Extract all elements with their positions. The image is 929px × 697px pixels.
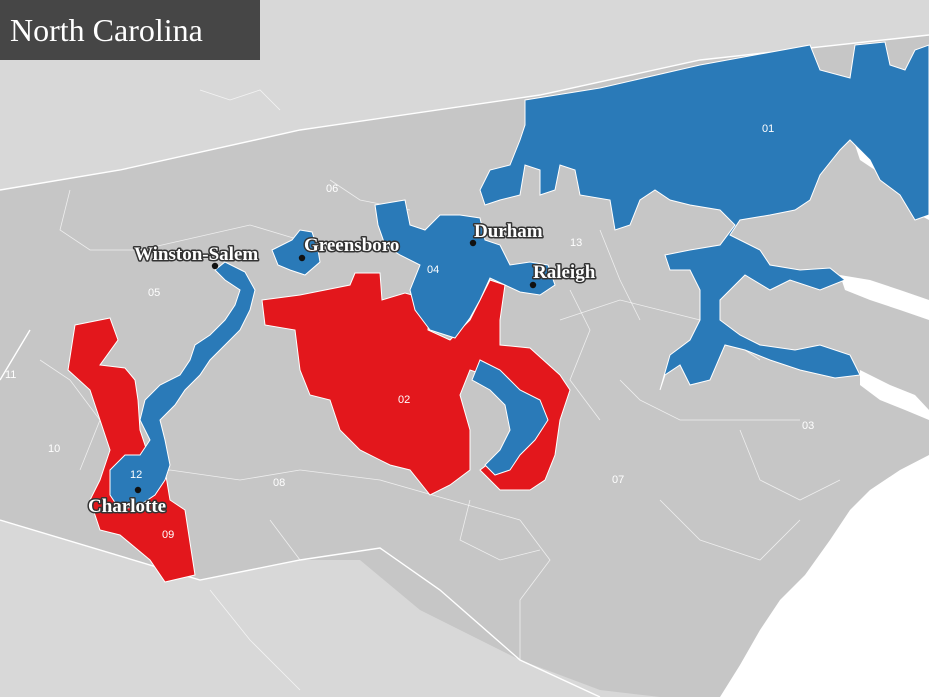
district-13-label: 13 bbox=[570, 237, 582, 249]
river-estuary-south bbox=[860, 370, 929, 420]
map-title: North Carolina bbox=[0, 0, 260, 60]
district-12-label: 12 bbox=[130, 469, 142, 481]
district-10-label: 10 bbox=[48, 443, 60, 455]
state-boundary-west bbox=[0, 329, 31, 381]
district-12-shape bbox=[109, 261, 256, 511]
district-08-label: 08 bbox=[273, 477, 285, 489]
district-03-label: 03 bbox=[802, 420, 814, 432]
district-04-arm-shape bbox=[471, 359, 549, 476]
durham-dot bbox=[469, 239, 477, 247]
district-01-label: 01 bbox=[762, 123, 774, 135]
district-02-label: 02 bbox=[398, 394, 410, 406]
district-12-greensboro-shape bbox=[271, 229, 321, 276]
district-09-shape bbox=[67, 317, 196, 583]
ocean bbox=[720, 455, 929, 697]
city-label-greensboro: Greensboro bbox=[304, 235, 399, 256]
district-07-label: 07 bbox=[612, 474, 624, 486]
district-04-shape bbox=[374, 199, 556, 339]
winston-salem-dot bbox=[211, 262, 219, 270]
district-labels: 01 02 03 04 05 06 07 08 09 10 11 12 13 bbox=[5, 123, 814, 541]
city-label-winston-salem: Winston-Salem bbox=[134, 244, 258, 265]
district-05-label: 05 bbox=[148, 287, 160, 299]
district-09-label: 09 bbox=[162, 529, 174, 541]
city-label-charlotte: Charlotte bbox=[88, 496, 166, 517]
city-label-raleigh: Raleigh bbox=[533, 262, 596, 283]
district-06-label: 06 bbox=[326, 183, 338, 195]
greensboro-dot bbox=[298, 254, 306, 262]
county-lines bbox=[39, 89, 841, 691]
district-04-label: 04 bbox=[427, 264, 439, 276]
city-dots bbox=[134, 239, 537, 494]
raleigh-dot bbox=[529, 281, 537, 289]
state-boundary-north bbox=[0, 34, 929, 191]
district-01-shape bbox=[479, 41, 929, 391]
city-labels: Winston-Salem Greensboro Durham Raleigh … bbox=[87, 220, 598, 519]
city-label-durham: Durham bbox=[474, 221, 543, 242]
charlotte-dot bbox=[134, 486, 142, 494]
district-11-label: 11 bbox=[5, 369, 16, 381]
river-estuary bbox=[840, 275, 929, 320]
